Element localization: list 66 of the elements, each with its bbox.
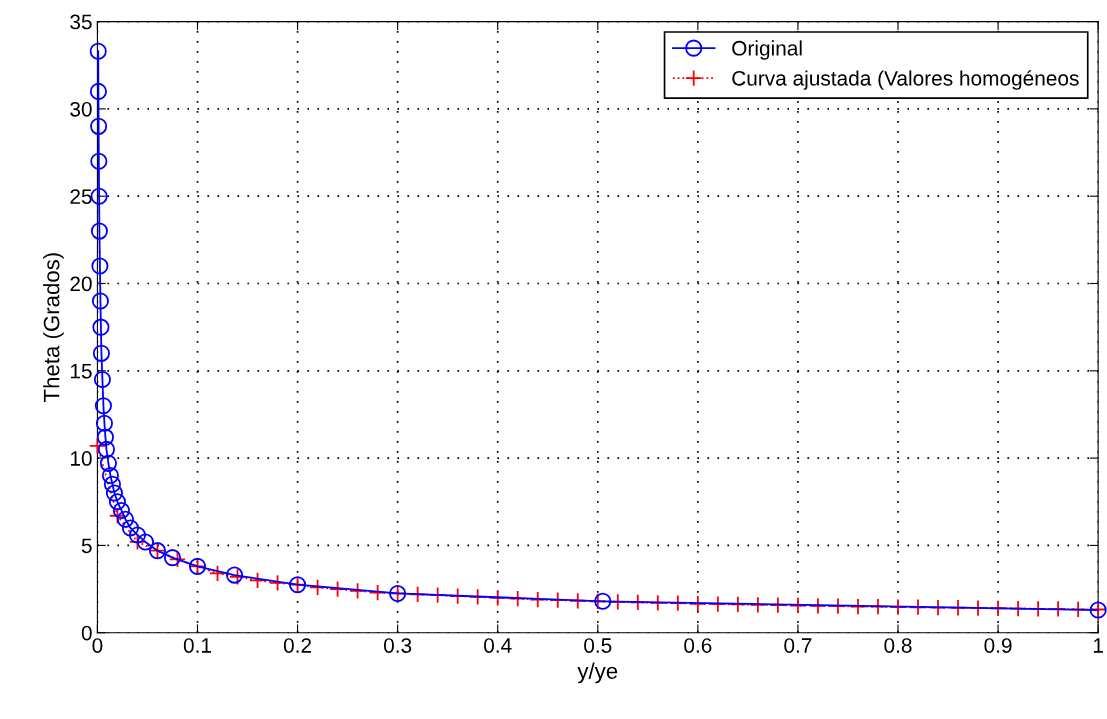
y-tick-label: 35 <box>70 14 92 30</box>
y-axis-title: Theta (Grados) <box>43 253 64 402</box>
point <box>509 590 527 608</box>
point <box>89 82 107 100</box>
x-tick-label: 0.7 <box>784 638 812 653</box>
y-tick-label: 20 <box>70 276 92 292</box>
point <box>1069 600 1087 618</box>
point <box>93 370 111 389</box>
point <box>101 467 119 485</box>
point <box>869 598 887 616</box>
point <box>94 397 112 415</box>
point <box>569 592 587 610</box>
x-tick-label: 0.4 <box>484 638 512 653</box>
point <box>96 428 114 446</box>
y-tick-label: 25 <box>70 189 92 204</box>
point <box>116 510 134 528</box>
x-tick-label: 0.9 <box>984 638 1012 653</box>
point <box>649 594 667 612</box>
point <box>248 571 267 589</box>
legend-label: Curva ajustada (Valores homogéneos <box>732 70 1079 90</box>
point <box>90 152 108 170</box>
x-tick-label: 0.5 <box>584 638 612 653</box>
point <box>99 454 117 472</box>
point <box>92 344 110 362</box>
point <box>90 117 108 135</box>
point <box>269 574 287 592</box>
x-tick-label: 0.6 <box>684 638 712 653</box>
point <box>809 597 827 615</box>
point <box>91 292 109 310</box>
point <box>594 592 612 610</box>
point <box>349 582 367 600</box>
y-tick-label: 10 <box>70 451 92 466</box>
x-tick-label: 0.1 <box>183 638 211 653</box>
point <box>128 526 146 544</box>
point <box>103 475 121 493</box>
point <box>108 493 126 511</box>
y-tick-label: 30 <box>70 101 92 117</box>
x-tick-label: 0.8 <box>884 638 912 653</box>
point <box>168 550 187 568</box>
point <box>689 595 707 613</box>
x-axis-title: y/ye <box>577 662 618 684</box>
point <box>92 318 110 336</box>
y-tick-label: 0 <box>81 625 92 641</box>
point <box>136 533 154 551</box>
point <box>489 589 507 607</box>
point <box>163 549 182 567</box>
y-tick-label: 5 <box>81 538 92 554</box>
x-tick-label: 0.2 <box>283 638 311 653</box>
point <box>709 595 727 613</box>
point <box>89 42 107 60</box>
x-tick-label: 0.3 <box>383 638 412 653</box>
point <box>105 484 123 502</box>
point <box>108 507 126 525</box>
point <box>90 187 108 205</box>
legend-label: Original <box>732 40 802 60</box>
point <box>121 519 139 537</box>
x-tick-label: 1 <box>1093 638 1103 653</box>
point <box>208 564 227 582</box>
y-tick-label: 15 <box>70 364 92 379</box>
x-tick-label: 0 <box>92 638 103 653</box>
point <box>91 257 109 275</box>
point <box>749 596 767 614</box>
point <box>90 222 108 240</box>
point <box>97 440 115 458</box>
point <box>112 501 130 520</box>
point <box>95 414 113 432</box>
